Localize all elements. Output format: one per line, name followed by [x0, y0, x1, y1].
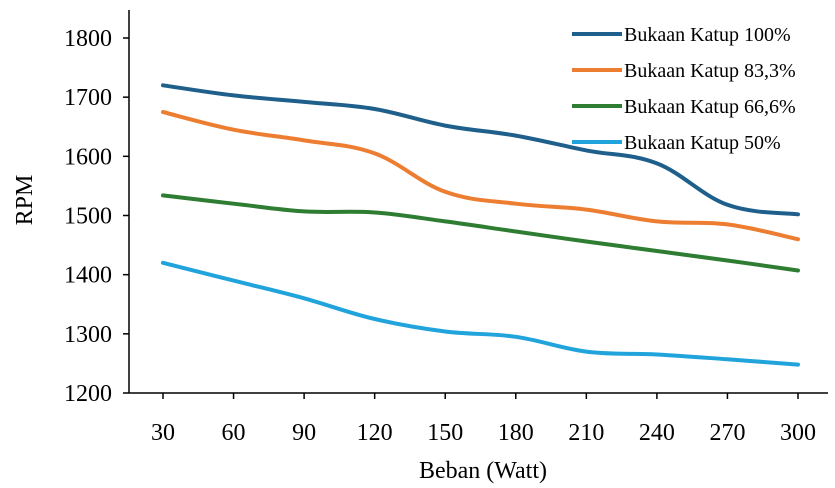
- x-tick-labels: 30 60 90 120 150 180 210 240 270 300: [151, 393, 816, 446]
- x-tick-label: 30: [151, 420, 175, 446]
- y-tick-label: 1200: [64, 381, 112, 407]
- x-tick-label: 210: [568, 420, 604, 446]
- x-tick-label: 150: [427, 420, 463, 446]
- y-tick-label: 1800: [64, 26, 112, 52]
- legend: Bukaan Katup 100% Bukaan Katup 83,3% Bukaa…: [572, 24, 796, 154]
- x-tick-label: 90: [292, 420, 316, 446]
- x-tick-label: 180: [498, 420, 534, 446]
- legend-label-4: Bukaan Katup 50%: [624, 132, 781, 154]
- y-tick-label: 1600: [64, 144, 112, 170]
- x-tick-label: 300: [780, 420, 816, 446]
- series-line-2: [161, 110, 800, 242]
- y-tick-label: 1300: [64, 322, 112, 348]
- legend-label-3: Bukaan Katup 66,6%: [624, 96, 796, 118]
- axes: [128, 10, 828, 394]
- series-line-3: [161, 193, 800, 273]
- series-line-4: [161, 260, 800, 367]
- series-lines: [161, 83, 800, 367]
- y-tick-label: 1500: [64, 204, 112, 230]
- y-tick-label: 1400: [64, 263, 112, 289]
- y-axis-title: RPM: [12, 175, 38, 226]
- y-tick-labels: 1200 1300 1400 1500 1600 1700 1800: [64, 26, 129, 407]
- y-tick-label: 1700: [64, 85, 112, 111]
- x-tick-label: 120: [357, 420, 393, 446]
- x-tick-label: 270: [709, 420, 745, 446]
- legend-label-1: Bukaan Katup 100%: [624, 24, 791, 46]
- x-axis-title: Beban (Watt): [419, 458, 547, 484]
- legend-label-2: Bukaan Katup 83,3%: [624, 60, 796, 82]
- x-tick-label: 240: [639, 420, 675, 446]
- x-tick-label: 60: [222, 420, 246, 446]
- series-line-1: [161, 83, 800, 217]
